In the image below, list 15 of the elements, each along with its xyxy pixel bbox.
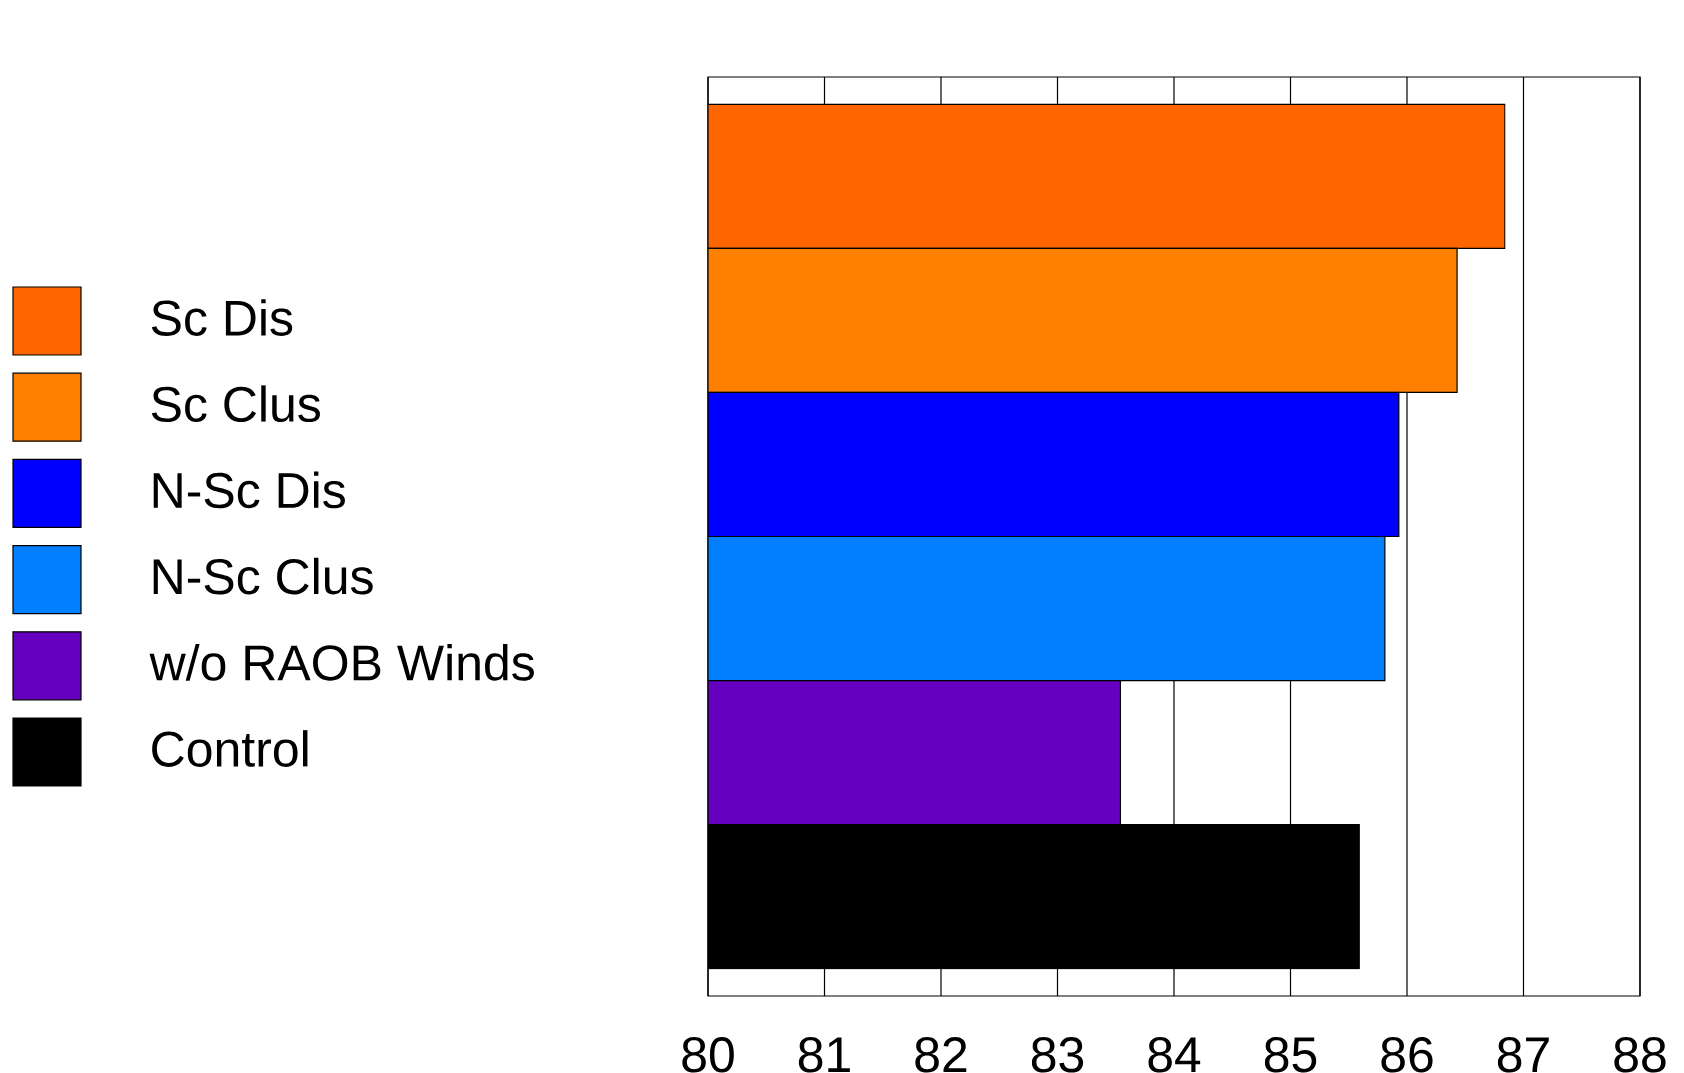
x-tick-label: 81 xyxy=(798,1037,850,1073)
x-tick-label: 88 xyxy=(1614,1037,1666,1073)
x-tick-label: 82 xyxy=(915,1037,967,1073)
legend-label: w/o RAOB Winds xyxy=(149,643,534,681)
x-tick-label: 85 xyxy=(1264,1037,1317,1073)
x-tick-label: 87 xyxy=(1497,1037,1549,1073)
x-tick-label: 84 xyxy=(1148,1037,1201,1073)
legend-label: N-Sc Dis xyxy=(153,471,345,509)
x-tick-label: 80 xyxy=(682,1037,734,1073)
legend-label: Sc Clus xyxy=(151,385,320,423)
legend-label: Control xyxy=(152,730,308,767)
legend-label: Sc Dis xyxy=(151,299,293,336)
x-tick-label: 83 xyxy=(1031,1037,1084,1073)
x-tick-label: 86 xyxy=(1381,1037,1433,1073)
legend-label: N-Sc Clus xyxy=(153,557,373,595)
